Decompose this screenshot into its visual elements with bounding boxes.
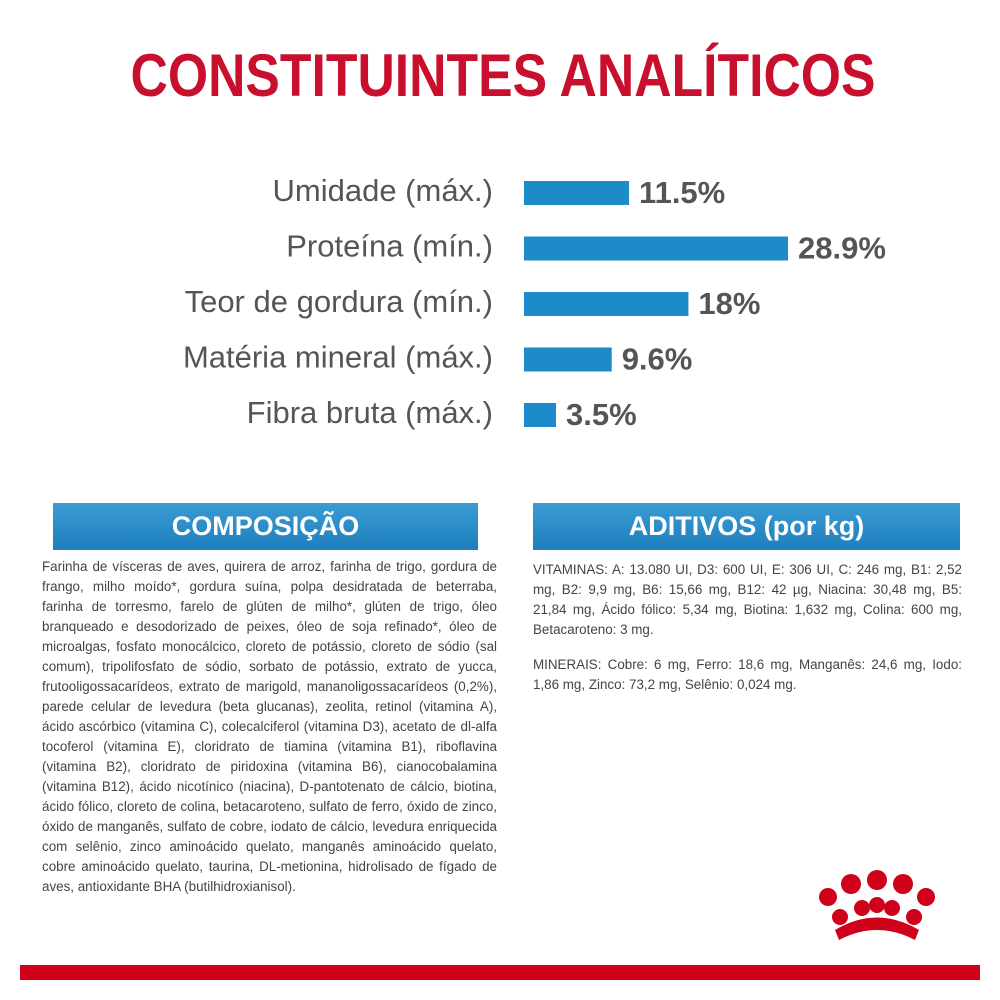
value-label: 3.5% [566,397,637,432]
category-label: Proteína (mín.) [286,229,493,264]
value-label: 28.9% [798,231,886,266]
value-label: 18% [698,286,760,321]
category-label: Matéria mineral (máx.) [183,340,493,375]
bar [524,236,788,261]
minerals-text: MINERAIS: Cobre: 6 mg, Ferro: 18,6 mg, M… [533,657,962,692]
category-label: Teor de gordura (mín.) [185,284,493,319]
value-label: 9.6% [622,342,693,377]
bar [524,403,556,427]
logo [819,870,935,940]
bar [524,181,630,205]
composition-heading: COMPOSIÇÃO [53,503,478,550]
footer-bar [20,965,980,980]
value-label: 11.5% [639,175,725,210]
title: CONSTITUINTES ANALÍTICOS [131,42,876,109]
bar [524,347,612,372]
category-label: Umidade (máx.) [273,173,494,208]
additives-heading: ADITIVOS (por kg) [533,503,960,550]
bar [524,292,689,316]
vitamins-text: VITAMINAS: A: 13.080 UI, D3: 600 UI, E: … [533,562,962,637]
category-label: Fibra bruta (máx.) [247,395,493,430]
composition-text: Farinha de vísceras de aves, quirera de … [42,559,497,894]
